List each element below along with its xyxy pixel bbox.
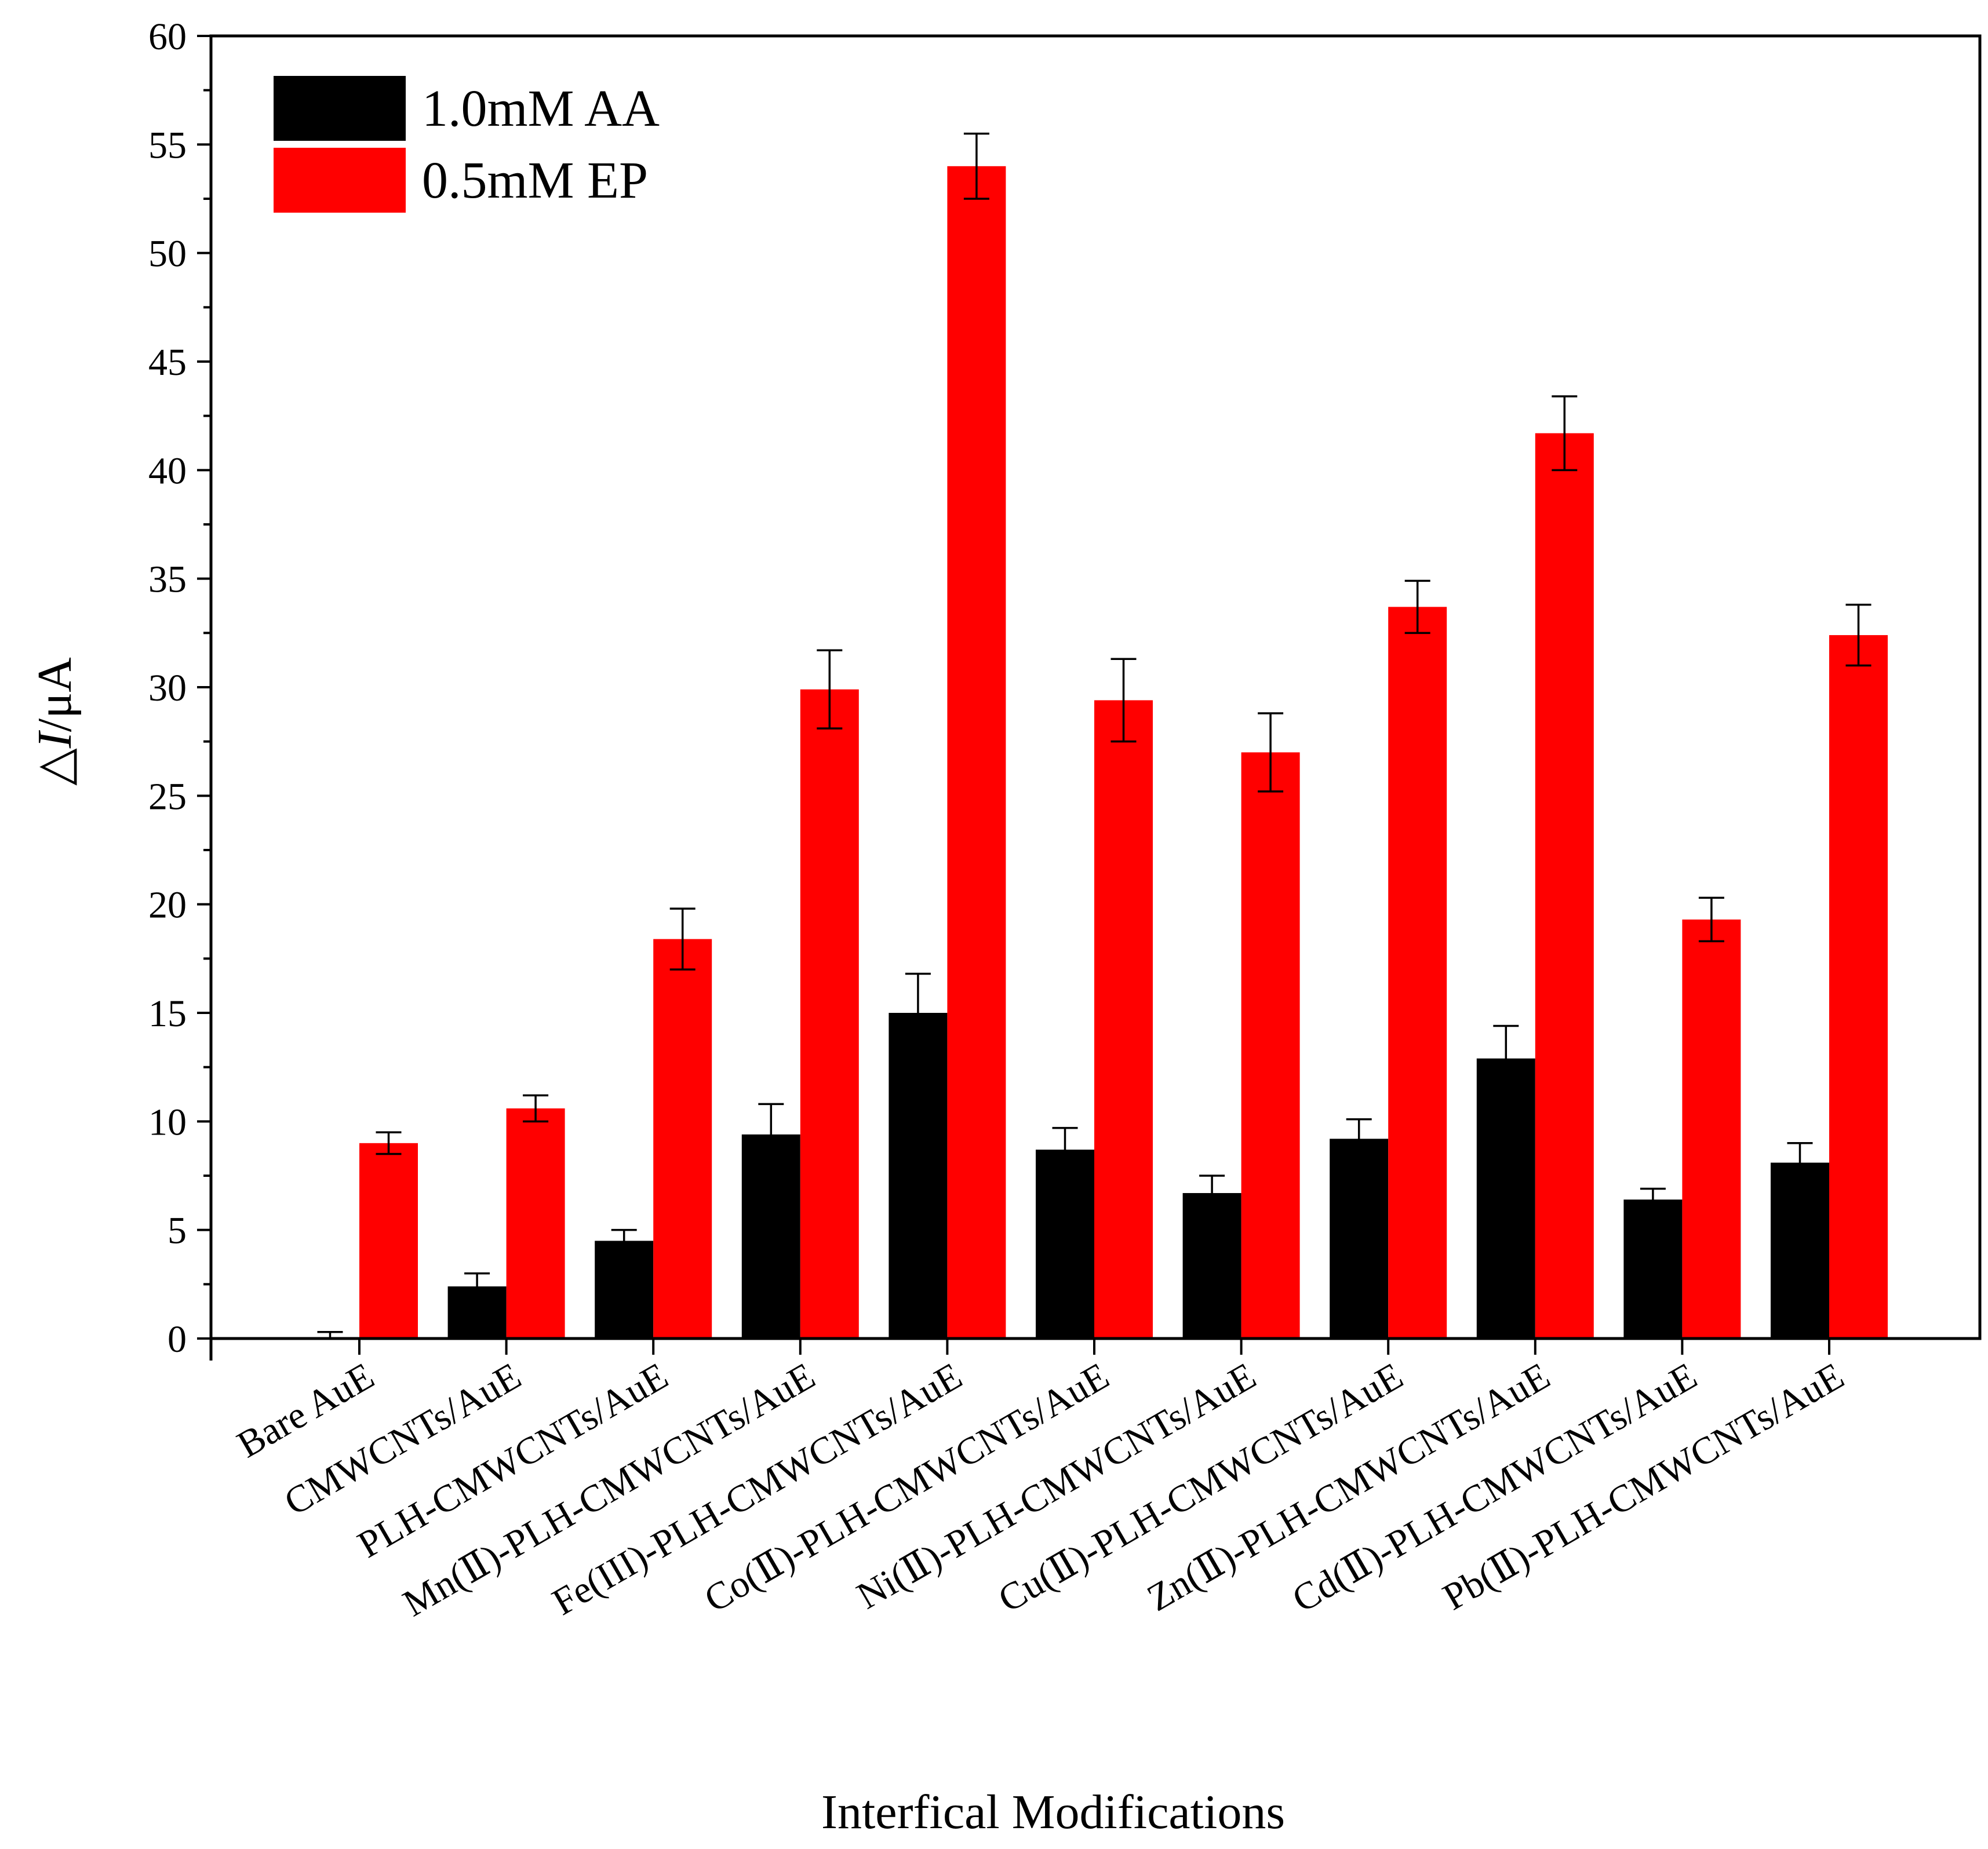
bar-aa-6 <box>1182 1192 1241 1339</box>
error-bar-ep-6 <box>1258 712 1284 793</box>
plot-area <box>317 132 1888 1340</box>
bar-aa-2 <box>595 1241 654 1339</box>
error-bar-aa-2 <box>611 1228 637 1253</box>
y-tick-label-35: 35 <box>148 559 187 601</box>
error-bar-ep-2 <box>669 907 696 971</box>
error-bar-ep-8 <box>1552 395 1578 472</box>
error-bar-aa-6 <box>1199 1175 1225 1212</box>
bar-aa-4 <box>889 1013 948 1339</box>
error-bar-ep-10 <box>1845 603 1872 667</box>
x-axis-title: Interfical Modifications <box>821 1785 1285 1839</box>
y-tick-label-60: 60 <box>148 16 187 58</box>
y-tick-label-55: 55 <box>148 124 187 166</box>
error-bar-ep-0 <box>376 1131 402 1155</box>
y-tick-label-20: 20 <box>148 884 187 927</box>
bar-aa-5 <box>1036 1150 1094 1339</box>
bar-aa-10 <box>1771 1162 1829 1339</box>
y-axis-title-symbol: △ <box>28 748 82 786</box>
legend: 1.0mM AA 0.5mM EP <box>274 76 660 213</box>
legend-label-aa: 1.0mM AA <box>422 80 660 137</box>
bar-ep-5 <box>1094 700 1153 1339</box>
bar-ep-0 <box>359 1143 418 1339</box>
error-bar-aa-3 <box>758 1103 784 1166</box>
y-axis-title-unit: /μA <box>28 657 82 732</box>
legend-swatch-ep <box>274 148 406 213</box>
y-axis-title-variable: I <box>28 730 82 749</box>
error-bar-ep-4 <box>963 132 989 200</box>
y-tick-label-25: 25 <box>148 775 187 818</box>
bar-aa-7 <box>1330 1139 1389 1339</box>
bar-ep-3 <box>800 689 859 1339</box>
error-bar-aa-1 <box>464 1272 490 1301</box>
y-tick-label-5: 5 <box>168 1210 187 1252</box>
y-tick-label-30: 30 <box>148 667 187 709</box>
bar-ep-2 <box>653 939 712 1339</box>
y-tick-label-0: 0 <box>168 1318 187 1361</box>
error-bar-ep-3 <box>817 649 843 730</box>
bar-ep-7 <box>1388 607 1447 1339</box>
bar-ep-8 <box>1535 433 1594 1339</box>
error-bar-ep-1 <box>523 1094 549 1123</box>
y-tick-label-45: 45 <box>148 341 187 384</box>
legend-label-ep: 0.5mM EP <box>422 152 648 209</box>
bar-aa-9 <box>1623 1199 1683 1339</box>
error-bar-aa-8 <box>1493 1024 1519 1092</box>
bar-aa-3 <box>741 1134 800 1339</box>
bar-ep-10 <box>1829 635 1888 1339</box>
y-tick-label-40: 40 <box>148 450 187 492</box>
error-bar-ep-9 <box>1698 896 1724 943</box>
bar-ep-6 <box>1241 752 1300 1339</box>
error-bar-aa-5 <box>1052 1126 1078 1173</box>
y-tick-label-50: 50 <box>148 233 187 275</box>
error-bar-ep-5 <box>1110 658 1137 743</box>
bar-ep-9 <box>1682 919 1741 1339</box>
error-bar-aa-10 <box>1787 1142 1813 1183</box>
error-bar-aa-9 <box>1640 1187 1666 1212</box>
y-axis-title: △I/μA <box>28 657 82 786</box>
legend-swatch-aa <box>274 76 406 141</box>
error-bar-aa-4 <box>905 972 931 1053</box>
bar-aa-8 <box>1476 1058 1535 1339</box>
y-tick-label-10: 10 <box>148 1101 187 1143</box>
bar-ep-4 <box>947 166 1006 1339</box>
bar-ep-1 <box>506 1108 565 1339</box>
error-bar-ep-7 <box>1404 579 1430 634</box>
y-tick-label-15: 15 <box>148 993 187 1035</box>
error-bar-aa-7 <box>1346 1118 1372 1159</box>
